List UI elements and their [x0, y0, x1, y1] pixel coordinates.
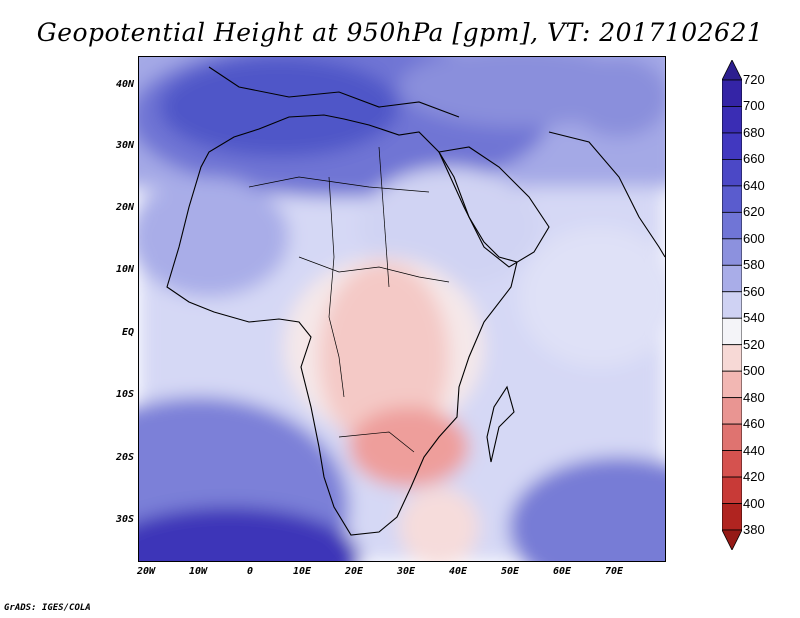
field-north-africa-high [159, 57, 399, 157]
field-southern-low [349, 407, 469, 487]
geopotential-field-map [139, 57, 665, 561]
colorbar-label: 660 [743, 151, 765, 167]
border-line-3 [378, 146, 390, 288]
lon-label-50e: 50E [500, 566, 520, 577]
lon-label-20e: 20E [344, 566, 364, 577]
colorbar-segment [722, 317, 742, 346]
colorbar-label: 680 [743, 124, 765, 140]
field-central-low [319, 262, 449, 452]
lat-label-30s: 30S [115, 514, 134, 525]
colorbar-segment [722, 185, 742, 213]
lat-label-30n: 30N [115, 140, 134, 151]
field-arabia [359, 167, 539, 287]
colorbar-label: 520 [743, 336, 765, 352]
colorbar-label: 640 [743, 177, 765, 193]
lon-label-30e: 30E [396, 566, 416, 577]
colorbar-label: 600 [743, 230, 765, 246]
colorbar-segment [722, 476, 742, 504]
lon-label-20w: 20W [136, 566, 156, 577]
field-mozambique-low [399, 487, 479, 561]
field-west-africa [139, 177, 289, 297]
colorbar-bottom-arrow [722, 529, 742, 550]
mediterranean-coastline [208, 66, 460, 118]
arabia-coastline [438, 146, 550, 268]
lon-label-10e: 10E [292, 566, 312, 577]
colorbar-label: 500 [743, 363, 765, 379]
field-southatlantic-high [139, 507, 359, 561]
colorbar-segment [722, 344, 742, 372]
colorbar-top-arrow [722, 60, 742, 81]
colorbar-label: 540 [743, 310, 765, 326]
field-persia [569, 57, 665, 137]
colorbar-segment [722, 238, 742, 266]
field-southindian-high [509, 457, 665, 561]
colorbar-label: 440 [743, 442, 765, 458]
colorbar-segment [722, 503, 742, 531]
colorbar-label: 560 [743, 283, 765, 299]
colorbar [722, 60, 742, 550]
border-line-5 [248, 176, 430, 193]
madagascar-coastline [486, 385, 515, 463]
colorbar-label: 460 [743, 416, 765, 432]
colorbar-segment [722, 132, 742, 160]
colorbar-label: 400 [743, 495, 765, 511]
lat-label-40n: 40N [115, 79, 134, 90]
colorbar-segment [722, 291, 742, 319]
colorbar-segment [722, 450, 742, 478]
colorbar-segment [722, 423, 742, 451]
coastlines [166, 66, 665, 536]
colorbar-segment [722, 106, 742, 134]
colorbar-segment [722, 211, 742, 240]
map-plot-area [138, 56, 666, 562]
border-line-4 [338, 431, 415, 453]
colorbar-label: 580 [743, 257, 765, 273]
colorbar-label: 380 [743, 522, 765, 537]
map-title: Geopotential Height at 950hPa [gpm], VT:… [36, 18, 764, 47]
colorbar-label: 700 [743, 98, 765, 114]
border-line-2 [328, 176, 345, 398]
grads-credit: GrADS: IGES/COLA [4, 603, 91, 613]
lat-label-20n: 20N [115, 202, 134, 213]
colorbar-segment [722, 79, 742, 107]
colorbar-segment [722, 264, 742, 293]
colorbar-label: 420 [743, 469, 765, 485]
lon-label-0: 0 [246, 566, 254, 577]
field-indian-ocean [519, 227, 665, 367]
colorbar-segment [722, 370, 742, 399]
lon-label-10w: 10W [188, 566, 208, 577]
lon-label-40e: 40E [448, 566, 468, 577]
lat-label-10n: 10N [115, 264, 134, 275]
border-line-1 [298, 256, 450, 283]
lat-label-20s: 20S [115, 452, 134, 463]
colorbar-label: 720 [743, 72, 765, 87]
lat-label-10s: 10S [115, 389, 134, 400]
lon-label-60e: 60E [552, 566, 572, 577]
colorbar-segment [722, 159, 742, 187]
africa-coastline [166, 114, 518, 536]
colorbar-label: 620 [743, 204, 765, 220]
lat-label-eq: EQ [121, 327, 134, 338]
colorbar-segment [722, 397, 742, 425]
lon-label-70e: 70E [604, 566, 624, 577]
colorbar-label: 480 [743, 389, 765, 405]
india-coastline [548, 131, 665, 258]
